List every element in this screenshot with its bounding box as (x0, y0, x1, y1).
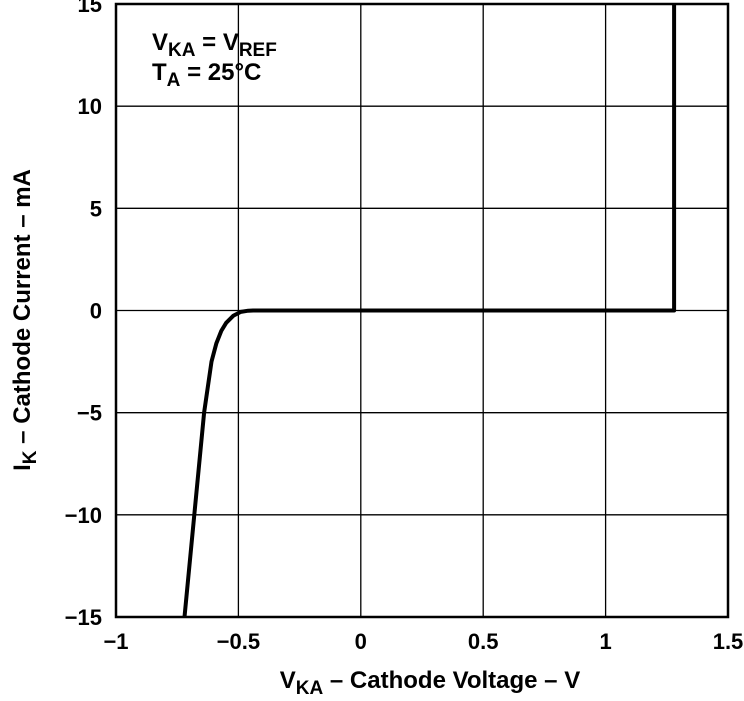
plot-frame (114, 2, 730, 619)
x-tick-label: 1 (599, 629, 611, 654)
y-tick-label: 0 (90, 299, 102, 324)
y-tick-label: 15 (78, 0, 102, 17)
y-axis-label: IK – Cathode Current – mA (9, 169, 41, 471)
y-tick-label: 10 (78, 94, 102, 119)
annotation-temperature: TA = 25°C (152, 59, 261, 91)
y-tick-label: −15 (65, 605, 102, 630)
x-tick-label: −1 (103, 629, 128, 654)
x-tick-label: −0.5 (217, 629, 260, 654)
x-tick-label: 0 (355, 629, 367, 654)
annotation-vka-vref: VKA = VREF (152, 29, 277, 61)
series-line (182, 4, 677, 618)
x-axis-label: VKA – Cathode Voltage – V (280, 667, 580, 696)
y-tick-label: −10 (65, 503, 102, 528)
tick-labels: −1 −0.5 0 0.5 1 1.5 −15 −10 −5 0 5 10 15 (65, 0, 744, 654)
y-tick-label: 5 (90, 196, 102, 221)
x-tick-label: 1.5 (713, 629, 744, 654)
y-tick-label: −5 (77, 401, 102, 426)
x-tick-label: 0.5 (468, 629, 499, 654)
